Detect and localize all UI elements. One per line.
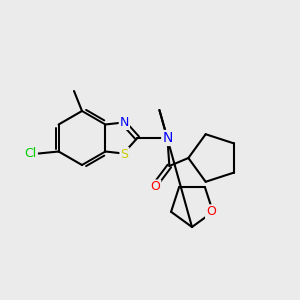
- Text: N: N: [162, 131, 172, 145]
- Text: S: S: [120, 148, 128, 161]
- Text: O: O: [150, 181, 160, 194]
- Text: Cl: Cl: [25, 147, 37, 160]
- Text: N: N: [120, 116, 129, 129]
- Text: O: O: [206, 205, 216, 218]
